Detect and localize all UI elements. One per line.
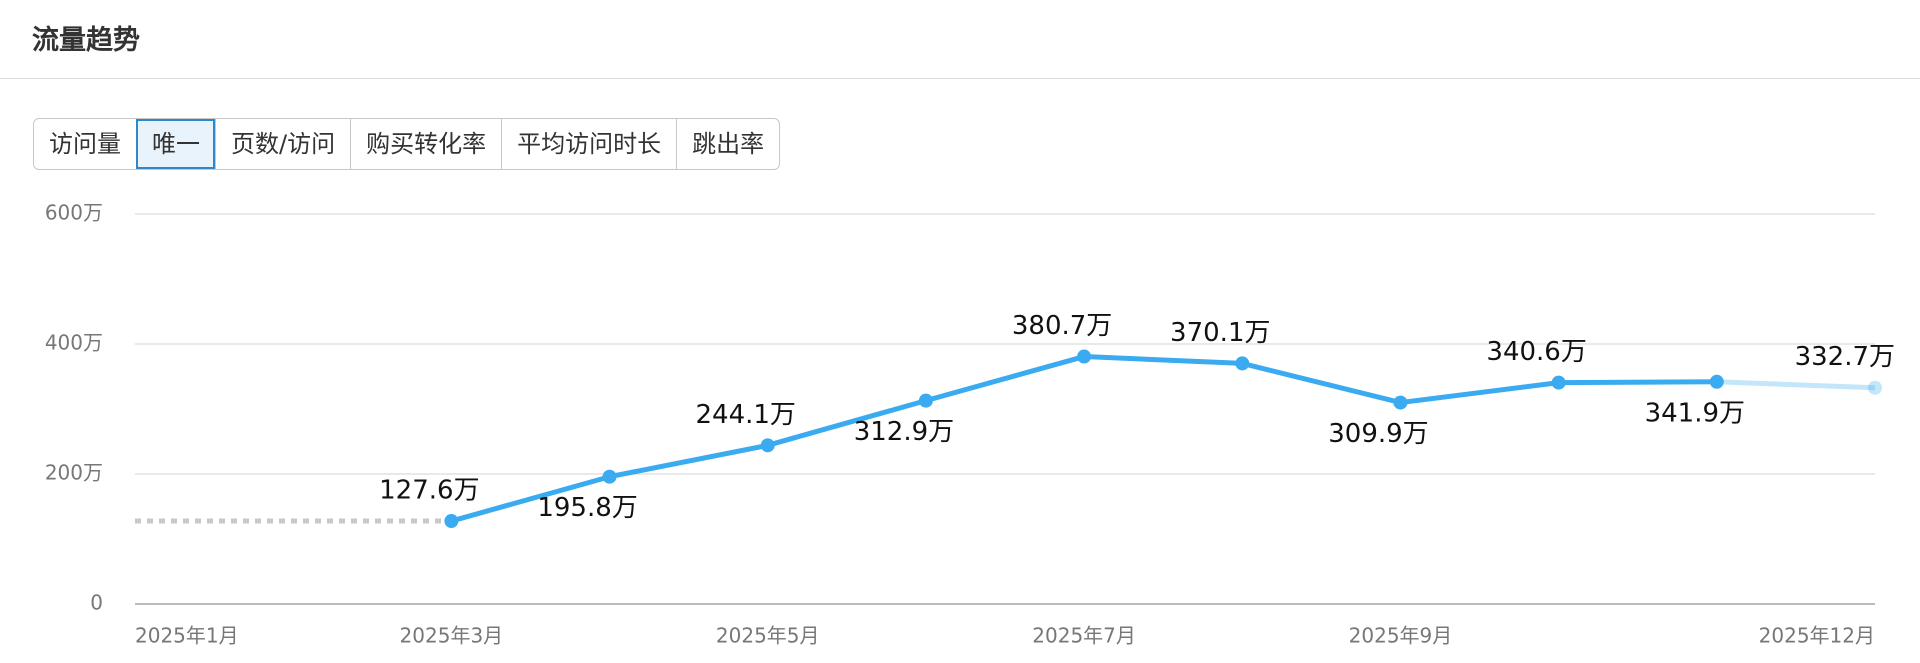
data-label: 380.7万 <box>1012 311 1112 341</box>
point <box>1868 380 1882 395</box>
tab-bar: 访问量 唯一 页数/访问 购买转化率 平均访问时长 跳出率 <box>33 118 781 170</box>
line-partial <box>1716 379 1876 391</box>
y-tick-label: 400万 <box>45 331 103 355</box>
point <box>1077 349 1092 364</box>
y-tick-label: 0 <box>90 591 103 615</box>
x-tick-label: 2025年5月 <box>716 624 820 648</box>
data-label: 340.6万 <box>1486 337 1586 367</box>
x-tick-label: 2025年1月 <box>135 624 239 648</box>
x-tick-label: 2025年12月 <box>1759 624 1875 648</box>
data-label: 244.1万 <box>696 400 796 430</box>
data-label: 312.9万 <box>854 417 954 447</box>
tab[interactable]: 唯一 <box>136 119 215 169</box>
data-label: 127.6万 <box>379 476 479 506</box>
y-tick-label: 600万 <box>45 201 103 225</box>
point <box>602 469 617 484</box>
point <box>1393 395 1408 410</box>
data-label: 332.7万 <box>1795 342 1895 372</box>
x-tick-label: 2025年7月 <box>1032 624 1136 648</box>
divider <box>0 78 1920 79</box>
y-tick-label: 200万 <box>45 461 103 485</box>
tab[interactable]: 平均访问时长 <box>501 119 676 169</box>
point <box>444 514 459 529</box>
point <box>760 438 775 453</box>
data-label: 341.9万 <box>1645 398 1745 428</box>
line <box>450 354 1717 524</box>
data-label: 370.1万 <box>1170 318 1270 348</box>
tab[interactable]: 访问量 <box>49 130 121 158</box>
point <box>1709 374 1724 389</box>
point <box>1551 375 1566 390</box>
tab[interactable]: 页数/访问 <box>215 119 350 169</box>
data-label: 195.8万 <box>537 493 637 523</box>
point <box>918 393 933 408</box>
x-tick-label: 2025年9月 <box>1349 624 1453 648</box>
tab[interactable]: 跳出率 <box>676 119 779 169</box>
data-label: 309.9万 <box>1328 419 1428 449</box>
section-title: 流量趋势 <box>32 25 140 56</box>
point <box>1235 356 1250 371</box>
tab[interactable]: 购买转化率 <box>350 119 501 169</box>
x-tick-label: 2025年3月 <box>400 624 504 648</box>
